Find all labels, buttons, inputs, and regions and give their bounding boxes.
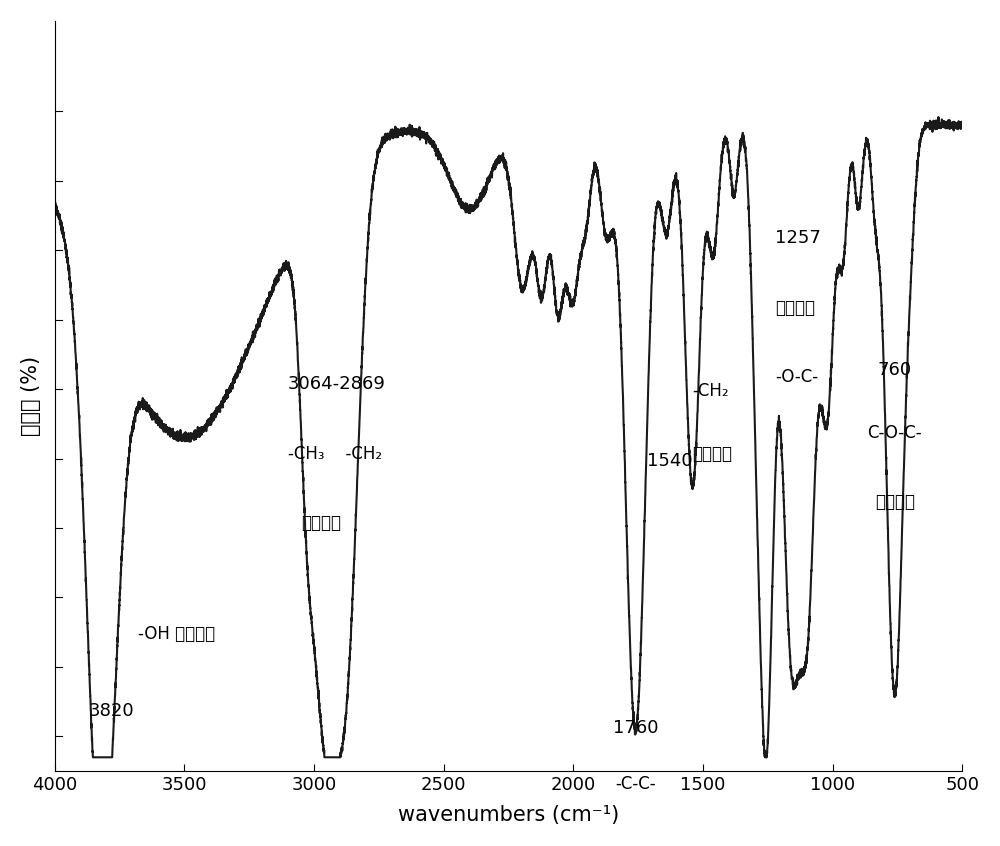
Text: -CH₃    -CH₂: -CH₃ -CH₂ <box>288 445 382 463</box>
Text: 760: 760 <box>878 361 912 379</box>
Text: -O-C-: -O-C- <box>775 368 819 387</box>
Text: 1257: 1257 <box>775 229 821 247</box>
Text: 伸缩振动: 伸缩振动 <box>775 299 815 316</box>
X-axis label: wavenumbers (cm⁻¹): wavenumbers (cm⁻¹) <box>398 805 619 825</box>
Text: 弯曲振动: 弯曲振动 <box>875 493 915 511</box>
Text: 3064-2869: 3064-2869 <box>288 375 386 393</box>
Text: -C-C-: -C-C- <box>615 775 656 793</box>
Text: 1760: 1760 <box>613 719 658 737</box>
Text: 弯曲振动: 弯曲振动 <box>693 445 733 463</box>
Text: 1540: 1540 <box>647 452 693 470</box>
Text: 伸缩振动: 伸缩振动 <box>301 514 341 532</box>
Text: -CH₂: -CH₂ <box>693 382 729 400</box>
Text: -OH 伸缩振动: -OH 伸缩振动 <box>138 625 215 643</box>
Text: 3820: 3820 <box>88 701 134 720</box>
Text: C-O-C-: C-O-C- <box>867 424 922 442</box>
Y-axis label: 透射率 (%): 透射率 (%) <box>21 356 41 436</box>
